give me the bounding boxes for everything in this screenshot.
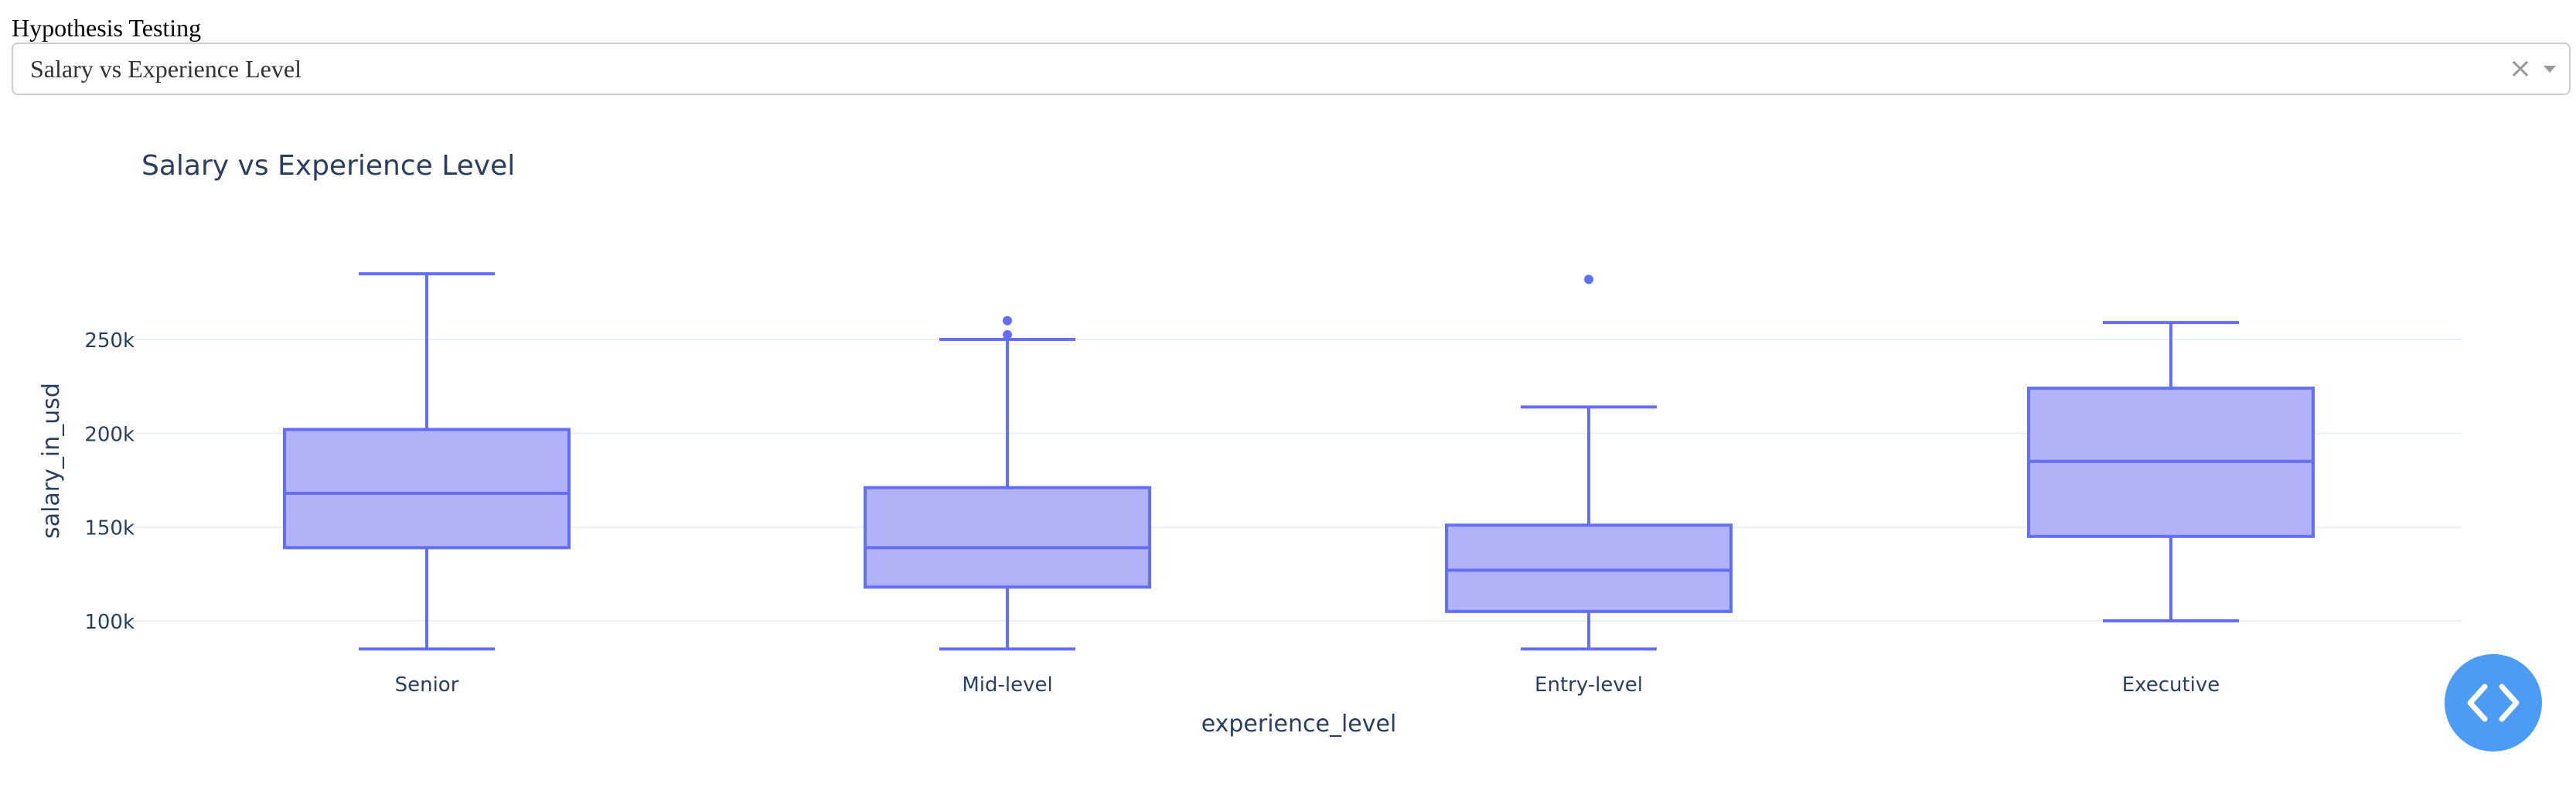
x-tick-label: Executive bbox=[2122, 673, 2220, 697]
chart-selector-dropdown[interactable]: Salary vs Experience Level × bbox=[12, 43, 2571, 95]
x-tick-label: Senior bbox=[395, 673, 459, 697]
outlier-point bbox=[1003, 329, 1012, 339]
y-tick-label: 200k bbox=[84, 423, 135, 446]
dropdown-selected-value: Salary vs Experience Level bbox=[30, 55, 302, 83]
box-mid-level bbox=[864, 315, 1151, 651]
y-tick-label: 250k bbox=[84, 329, 135, 353]
code-icon bbox=[2467, 683, 2520, 722]
box-entry-level bbox=[1445, 274, 1733, 651]
box-executive bbox=[2027, 321, 2315, 622]
close-icon[interactable]: × bbox=[2508, 53, 2532, 84]
outlier-point bbox=[1584, 274, 1593, 285]
outlier-point bbox=[1003, 315, 1012, 326]
chart-title: Salary vs Experience Level bbox=[141, 150, 515, 182]
x-tick-label: Entry-level bbox=[1535, 673, 1643, 697]
y-tick-label: 150k bbox=[84, 517, 135, 540]
code-toggle-button[interactable] bbox=[2445, 654, 2542, 752]
x-tick-label: Mid-level bbox=[962, 673, 1052, 697]
iqr-box bbox=[864, 486, 1151, 589]
chevron-down-icon[interactable] bbox=[2538, 44, 2561, 94]
iqr-box bbox=[1445, 523, 1733, 613]
boxes bbox=[283, 272, 2315, 651]
y-tick-label: 100k bbox=[84, 611, 135, 634]
x-axis-title: experience_level bbox=[1201, 711, 1397, 738]
y-axis-ticks: 100k 150k 200k 250k bbox=[84, 329, 135, 634]
section-label: Hypothesis Testing bbox=[12, 14, 202, 42]
iqr-box bbox=[283, 428, 571, 550]
box-senior bbox=[283, 272, 571, 651]
y-axis-title: salary_in_usd bbox=[38, 383, 65, 539]
x-axis-ticks: Senior Mid-level Entry-level Executive bbox=[395, 673, 2220, 697]
